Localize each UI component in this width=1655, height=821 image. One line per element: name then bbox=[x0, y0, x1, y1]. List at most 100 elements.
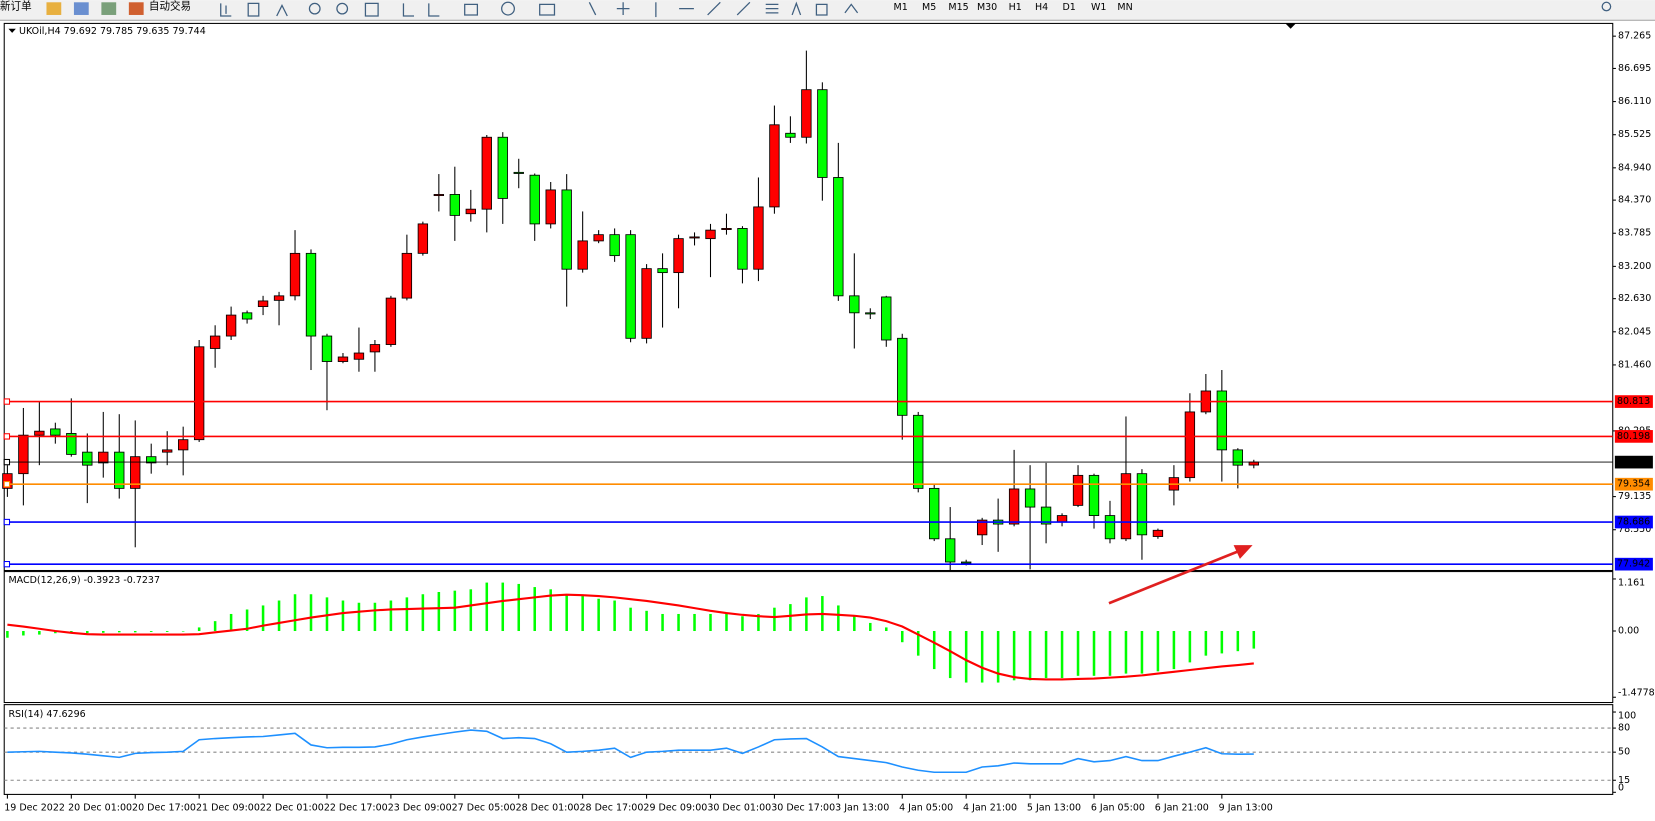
macd-bar bbox=[102, 631, 105, 633]
annotation-arrow bbox=[1108, 545, 1253, 605]
macd-bar bbox=[133, 631, 137, 633]
symbol: UKOil,H4 bbox=[19, 25, 61, 36]
candle-body bbox=[369, 344, 381, 353]
y-tick-label: 15 bbox=[1618, 775, 1630, 786]
macd-bar bbox=[1076, 631, 1080, 676]
macd-bar bbox=[1044, 631, 1048, 679]
macd-bar bbox=[948, 631, 952, 679]
macd-bar bbox=[453, 590, 457, 632]
macd-bar bbox=[1188, 631, 1192, 663]
candle-body bbox=[273, 295, 285, 301]
x-tick-label: 29 Dec 09:00 bbox=[643, 803, 707, 814]
candle-body bbox=[529, 174, 540, 225]
shift-marker bbox=[1285, 23, 1296, 29]
candle-body bbox=[385, 297, 397, 345]
macd-bar bbox=[1092, 631, 1096, 676]
candle-body bbox=[1024, 488, 1036, 508]
rsi-line bbox=[7, 729, 1254, 774]
candle-body bbox=[817, 89, 828, 178]
macd-bar bbox=[309, 594, 313, 632]
candle-body bbox=[513, 171, 524, 174]
timeframe-button: M30 bbox=[977, 2, 997, 13]
rsi-value: 47.6296 bbox=[46, 709, 85, 720]
x-tick-label: 23 Dec 09:00 bbox=[388, 803, 452, 814]
macd-bar bbox=[1236, 631, 1240, 652]
x-tick-label: 30 Dec 01:00 bbox=[707, 803, 771, 814]
candle-body bbox=[1232, 449, 1244, 466]
price-level-label: 77.942 bbox=[1617, 559, 1650, 570]
macd-bar bbox=[1012, 631, 1016, 681]
candle-body bbox=[305, 252, 317, 337]
macd-bar bbox=[357, 602, 361, 632]
candle-body bbox=[976, 519, 988, 536]
y-tick-label: 84.370 bbox=[1618, 195, 1651, 206]
last-close: 79.744 bbox=[173, 25, 206, 36]
macd-bar bbox=[533, 587, 536, 632]
macd-bar bbox=[22, 631, 25, 636]
icon[interactable] bbox=[101, 2, 117, 15]
last-open: 79.692 bbox=[64, 25, 97, 36]
macd-bar bbox=[629, 607, 632, 632]
macd-bar bbox=[485, 582, 489, 632]
candle-body bbox=[785, 132, 796, 138]
macd-bar bbox=[837, 605, 840, 632]
candle-body bbox=[1120, 473, 1132, 540]
candle-body bbox=[82, 451, 93, 466]
macd-bar bbox=[293, 594, 297, 632]
timeframe-button: D1 bbox=[1062, 2, 1075, 13]
y-tick-label: 79.135 bbox=[1618, 491, 1651, 502]
x-tick-label: 6 Jan 05:00 bbox=[1091, 803, 1145, 814]
price-level-marker bbox=[3, 560, 11, 568]
x-tick-label: 28 Dec 17:00 bbox=[579, 803, 643, 814]
candle-body bbox=[481, 136, 492, 210]
price-level-label: 79.354 bbox=[1617, 479, 1650, 490]
macd-bar bbox=[549, 589, 552, 632]
macd-bar bbox=[789, 604, 792, 632]
x-tick-label: 5 Jan 13:00 bbox=[1027, 803, 1081, 814]
price-level-box bbox=[1614, 395, 1653, 408]
new-order-button[interactable]: 新订单 bbox=[0, 0, 32, 13]
auto-trading-button[interactable]: 自动交易 bbox=[149, 0, 191, 13]
candle-body bbox=[289, 252, 301, 297]
candle-body bbox=[801, 89, 812, 138]
macd-bar bbox=[1252, 631, 1256, 649]
candle-body bbox=[417, 223, 429, 254]
x-tick-label: 30 Dec 17:00 bbox=[771, 803, 835, 814]
tool-icons[interactable] bbox=[220, 1, 1612, 18]
macd-bar bbox=[1028, 631, 1032, 681]
candle-body bbox=[241, 312, 253, 320]
macd-bar bbox=[86, 631, 89, 634]
macd-bar bbox=[181, 631, 185, 632]
macd-bar bbox=[6, 631, 9, 638]
macd-bar bbox=[565, 594, 568, 632]
macd-bar bbox=[421, 594, 425, 632]
price-level-box bbox=[1614, 430, 1653, 443]
candle-body bbox=[66, 433, 77, 455]
signal-value: -0.7237 bbox=[123, 575, 160, 586]
rsi-header: RSI(14) 47.6296 bbox=[8, 709, 85, 720]
candle-body bbox=[833, 177, 844, 297]
icon[interactable] bbox=[73, 2, 89, 15]
icon[interactable] bbox=[46, 2, 62, 15]
macd-bar bbox=[1060, 631, 1064, 679]
macd-bar bbox=[213, 621, 217, 632]
icon[interactable] bbox=[128, 2, 144, 15]
timeframe-button: H4 bbox=[1035, 2, 1048, 13]
candle-body bbox=[1216, 390, 1228, 451]
candle-body bbox=[849, 295, 860, 314]
price-level-box bbox=[1614, 557, 1653, 571]
macd-bar bbox=[885, 627, 888, 632]
macd-bar bbox=[725, 613, 728, 632]
candle-body bbox=[865, 312, 876, 315]
macd-bar bbox=[709, 613, 712, 632]
candle-body bbox=[593, 234, 604, 242]
y-tick-label: 82.630 bbox=[1618, 293, 1651, 304]
x-tick-label: 27 Dec 05:00 bbox=[452, 803, 516, 814]
candle-body bbox=[657, 268, 668, 274]
macd-bar bbox=[996, 631, 1000, 683]
macd-bar bbox=[900, 631, 904, 643]
macd-bar bbox=[277, 600, 281, 632]
x-tick-label: 4 Jan 21:00 bbox=[963, 803, 1017, 814]
candle-body bbox=[897, 337, 908, 416]
